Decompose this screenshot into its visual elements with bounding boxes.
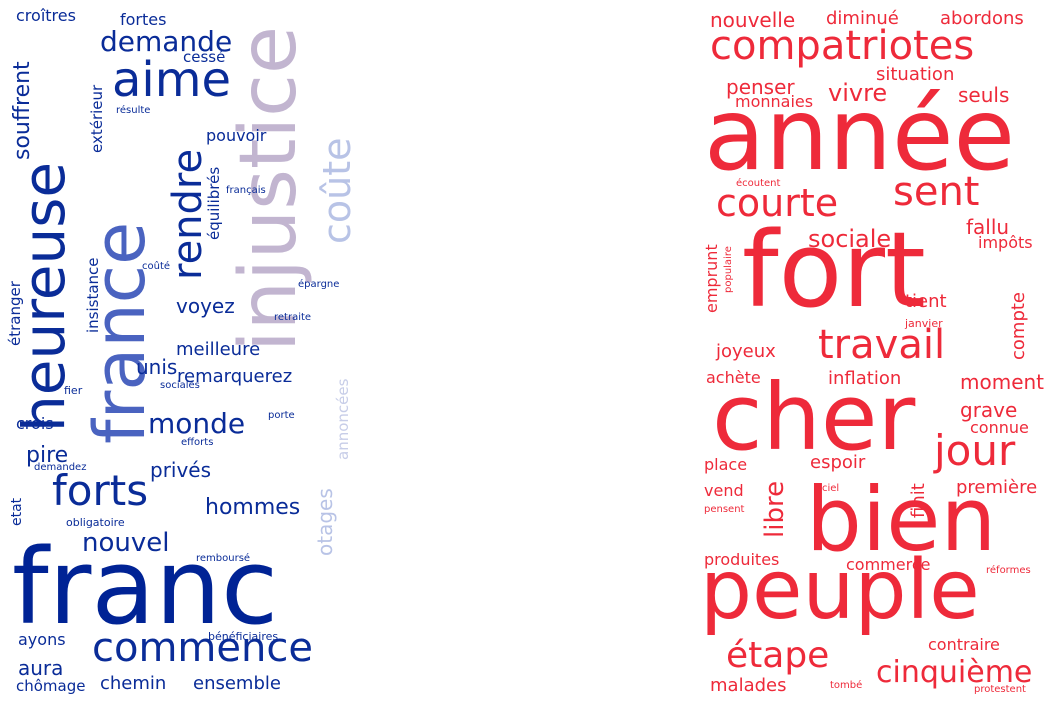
cloud-word-left: privés [150, 458, 212, 482]
cloud-word-right: monnaies [735, 92, 814, 111]
cloud-word-right: place [704, 455, 748, 474]
cloud-word-right: tient [905, 291, 947, 312]
cloud-word-right: abordons [940, 8, 1024, 29]
cloud-word-right: travail [818, 322, 946, 368]
cloud-word-left: hommes [205, 495, 301, 520]
cloud-word-right: moment [960, 370, 1045, 394]
cloud-word-left: coûte [315, 137, 359, 244]
cloud-word-left: français [226, 185, 266, 196]
cloud-word-left: voyez [176, 294, 235, 318]
cloud-word-left: coûté [142, 261, 171, 272]
cloud-word-left: bénéficiaires [208, 630, 279, 643]
cloud-word-right: cinquième [876, 655, 1033, 690]
word-cloud-left: franc injustice france heureuse aime commence… [0, 0, 360, 713]
cloud-word-left: aime [112, 52, 232, 108]
cloud-word-left: résulte [116, 105, 151, 116]
cloud-word-left: monde [148, 407, 246, 440]
cloud-word-left: insistance [84, 257, 102, 333]
cloud-word-right: diminué [826, 8, 899, 29]
cloud-word-left: nouvel [82, 528, 170, 558]
cloud-word-right: joyeux [716, 341, 776, 362]
cloud-word-right: vivre [828, 79, 888, 107]
cloud-word-left: ayons [18, 630, 66, 649]
cloud-word-left: remboursé [196, 553, 251, 564]
cloud-word-left: otages [313, 488, 337, 556]
cloud-word-right: finit [908, 483, 929, 518]
cloud-word-left: fier [64, 384, 83, 397]
cloud-word-left: meilleure [176, 339, 261, 360]
cloud-word-right: jour [934, 426, 1016, 475]
cloud-word-right: janvier [905, 317, 943, 330]
cloud-word-right: protestent [974, 684, 1026, 695]
cloud-word-right: emprunt [702, 244, 721, 313]
cloud-word-left: efforts [181, 437, 214, 448]
cloud-word-right: impôts [978, 233, 1033, 252]
cloud-word-left: remarquerez [177, 366, 293, 387]
cloud-word-right: réformes [986, 565, 1031, 576]
cloud-word-left: demande [100, 25, 233, 58]
cloud-word-right: penser [726, 75, 795, 99]
cloud-word-right: fallu [966, 215, 1010, 239]
cloud-word-right: sent [893, 169, 980, 215]
cloud-word-left: porte [268, 410, 295, 421]
cloud-word-left: souffrent [10, 61, 35, 160]
cloud-word-right: populaire [723, 246, 734, 293]
cloud-word-left: obligatoire [66, 516, 125, 529]
cloud-word-right: sociale [808, 225, 892, 253]
cloud-word-left: chemin [100, 673, 167, 694]
cloud-word-right: libre [760, 480, 790, 538]
cloud-word-right: grave [960, 398, 1018, 422]
cloud-word-left: franc [12, 526, 279, 648]
cloud-word-right: situation [876, 64, 955, 85]
cloud-word-right: année [704, 76, 1016, 193]
cloud-word-right: fort [742, 209, 926, 331]
cloud-word-right: peuple [700, 543, 980, 638]
cloud-word-right: seuls [958, 83, 1010, 107]
cloud-word-right: cher [712, 364, 916, 471]
cloud-word-right: contraire [928, 635, 1000, 654]
cloud-word-left: cessé [183, 48, 226, 66]
cloud-word-right: vend [704, 481, 744, 500]
cloud-word-left: etat [9, 497, 25, 526]
cloud-word-left: rendre [165, 148, 211, 280]
cloud-word-right: espoir [810, 452, 866, 473]
cloud-word-left: aura [18, 656, 64, 680]
cloud-word-right: commerce [846, 555, 931, 574]
cloud-word-right: produites [704, 550, 780, 569]
cloud-word-right: compte [1008, 291, 1029, 360]
cloud-word-right: nouvelle [710, 8, 796, 32]
cloud-word-right: écoutent [736, 178, 781, 189]
cloud-word-right: achète [706, 368, 761, 387]
cloud-word-left: croîtres [16, 6, 76, 25]
cloud-word-right: première [956, 477, 1038, 498]
cloud-word-right: bien [806, 468, 997, 571]
cloud-word-left: commence [92, 625, 313, 671]
word-cloud-right: année fort cher bien peuple compatriotes trava… [700, 0, 1060, 713]
cloud-word-left: extérieur [88, 84, 106, 153]
cloud-word-right: malades [710, 675, 787, 696]
cloud-word-left: épargne [298, 279, 340, 290]
cloud-word-right: compatriotes [710, 23, 975, 69]
cloud-word-right: courte [716, 181, 839, 225]
cloud-word-right: ciel [822, 483, 840, 494]
cloud-word-left: sociales [160, 380, 200, 391]
cloud-word-left: ensemble [193, 673, 281, 694]
cloud-word-right: étape [726, 635, 830, 676]
cloud-word-left: forts [52, 466, 149, 515]
cloud-word-left: pire [26, 443, 69, 468]
cloud-word-left: crois [16, 414, 54, 433]
cloud-word-right: tombé [830, 680, 863, 691]
cloud-word-left: annoncées [334, 378, 352, 460]
cloud-word-left: équilibrés [205, 166, 223, 240]
cloud-word-left: unis [136, 355, 178, 379]
cloud-word-left: fortes [120, 10, 167, 29]
cloud-word-right: connue [970, 418, 1029, 437]
cloud-word-left: étranger [6, 281, 24, 346]
cloud-word-left: pouvoir [206, 126, 267, 145]
cloud-word-right: pensent [704, 504, 745, 515]
cloud-word-right: inflation [828, 368, 902, 389]
cloud-word-left: retraite [274, 312, 312, 323]
cloud-word-left: demandez [34, 462, 87, 473]
cloud-word-left: chômage [16, 677, 86, 695]
